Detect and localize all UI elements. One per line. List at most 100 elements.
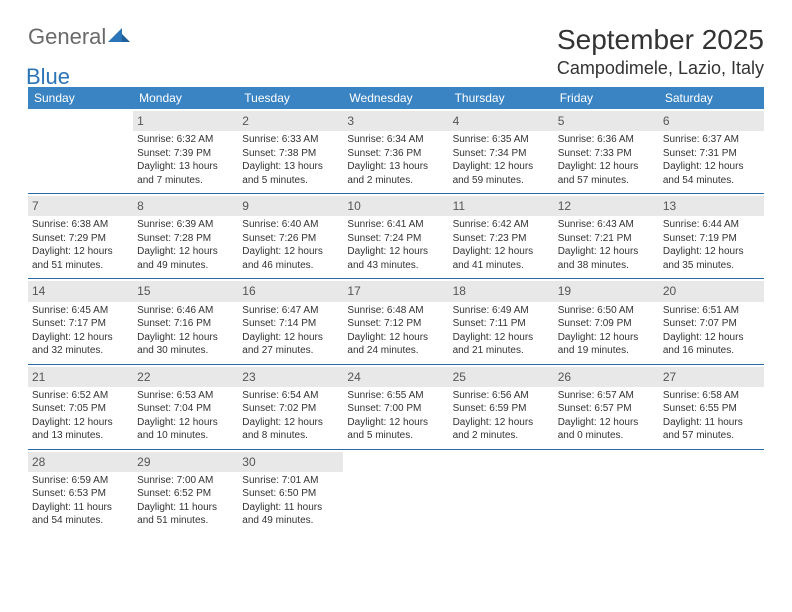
- calendar-day-cell: 11Sunrise: 6:42 AMSunset: 7:23 PMDayligh…: [449, 194, 554, 279]
- day-number: 18: [449, 281, 554, 301]
- sunset-line: Sunset: 6:52 PM: [137, 487, 234, 501]
- daylight-line: Daylight: 12 hours and 41 minutes.: [453, 245, 550, 272]
- sunset-line: Sunset: 7:00 PM: [347, 402, 444, 416]
- calendar-day-cell: 27Sunrise: 6:58 AMSunset: 6:55 PMDayligh…: [659, 364, 764, 449]
- title-block: September 2025 Campodimele, Lazio, Italy: [557, 24, 764, 79]
- calendar-day-cell: 7Sunrise: 6:38 AMSunset: 7:29 PMDaylight…: [28, 194, 133, 279]
- sunrise-line: Sunrise: 6:40 AM: [242, 218, 339, 232]
- day-number: 16: [238, 281, 343, 301]
- sunset-line: Sunset: 6:50 PM: [242, 487, 339, 501]
- sunrise-line: Sunrise: 6:36 AM: [558, 133, 655, 147]
- sunrise-line: Sunrise: 6:44 AM: [663, 218, 760, 232]
- sunrise-line: Sunrise: 6:52 AM: [32, 389, 129, 403]
- sunset-line: Sunset: 7:09 PM: [558, 317, 655, 331]
- sunset-line: Sunset: 7:36 PM: [347, 147, 444, 161]
- day-number: 3: [343, 111, 448, 131]
- sunset-line: Sunset: 6:57 PM: [558, 402, 655, 416]
- calendar-day-cell: 3Sunrise: 6:34 AMSunset: 7:36 PMDaylight…: [343, 109, 448, 194]
- sunset-line: Sunset: 7:21 PM: [558, 232, 655, 246]
- daylight-line: Daylight: 12 hours and 5 minutes.: [347, 416, 444, 443]
- weekday-sat: Saturday: [659, 87, 764, 109]
- calendar-day-cell: 28Sunrise: 6:59 AMSunset: 6:53 PMDayligh…: [28, 449, 133, 534]
- location-label: Campodimele, Lazio, Italy: [557, 58, 764, 79]
- header: General Blue September 2025 Campodimele,…: [28, 24, 764, 79]
- sunset-line: Sunset: 7:31 PM: [663, 147, 760, 161]
- sunrise-line: Sunrise: 7:00 AM: [137, 474, 234, 488]
- day-number: 8: [133, 196, 238, 216]
- calendar-day-cell: 29Sunrise: 7:00 AMSunset: 6:52 PMDayligh…: [133, 449, 238, 534]
- calendar-day-cell: .: [554, 449, 659, 534]
- sunset-line: Sunset: 7:24 PM: [347, 232, 444, 246]
- sunrise-line: Sunrise: 6:41 AM: [347, 218, 444, 232]
- day-number: 11: [449, 196, 554, 216]
- calendar-day-cell: 15Sunrise: 6:46 AMSunset: 7:16 PMDayligh…: [133, 279, 238, 364]
- weekday-thu: Thursday: [449, 87, 554, 109]
- sunrise-line: Sunrise: 6:54 AM: [242, 389, 339, 403]
- calendar-day-cell: 4Sunrise: 6:35 AMSunset: 7:34 PMDaylight…: [449, 109, 554, 194]
- calendar-day-cell: 5Sunrise: 6:36 AMSunset: 7:33 PMDaylight…: [554, 109, 659, 194]
- calendar-week-row: 7Sunrise: 6:38 AMSunset: 7:29 PMDaylight…: [28, 194, 764, 279]
- day-number: 22: [133, 367, 238, 387]
- weekday-tue: Tuesday: [238, 87, 343, 109]
- sunset-line: Sunset: 7:23 PM: [453, 232, 550, 246]
- day-number: 25: [449, 367, 554, 387]
- sunrise-line: Sunrise: 6:55 AM: [347, 389, 444, 403]
- daylight-line: Daylight: 12 hours and 59 minutes.: [453, 160, 550, 187]
- daylight-line: Daylight: 13 hours and 7 minutes.: [137, 160, 234, 187]
- daylight-line: Daylight: 12 hours and 30 minutes.: [137, 331, 234, 358]
- daylight-line: Daylight: 11 hours and 49 minutes.: [242, 501, 339, 528]
- day-number: 5: [554, 111, 659, 131]
- calendar-day-cell: 17Sunrise: 6:48 AMSunset: 7:12 PMDayligh…: [343, 279, 448, 364]
- month-title: September 2025: [557, 24, 764, 56]
- calendar-day-cell: .: [343, 449, 448, 534]
- daylight-line: Daylight: 13 hours and 5 minutes.: [242, 160, 339, 187]
- calendar-day-cell: 19Sunrise: 6:50 AMSunset: 7:09 PMDayligh…: [554, 279, 659, 364]
- sunset-line: Sunset: 7:33 PM: [558, 147, 655, 161]
- daylight-line: Daylight: 12 hours and 2 minutes.: [453, 416, 550, 443]
- weekday-header-row: Sunday Monday Tuesday Wednesday Thursday…: [28, 87, 764, 109]
- calendar-day-cell: 9Sunrise: 6:40 AMSunset: 7:26 PMDaylight…: [238, 194, 343, 279]
- day-number: 28: [28, 452, 133, 472]
- daylight-line: Daylight: 12 hours and 13 minutes.: [32, 416, 129, 443]
- calendar-week-row: 14Sunrise: 6:45 AMSunset: 7:17 PMDayligh…: [28, 279, 764, 364]
- day-number: 13: [659, 196, 764, 216]
- sunrise-line: Sunrise: 6:48 AM: [347, 304, 444, 318]
- day-number: 29: [133, 452, 238, 472]
- calendar-day-cell: 21Sunrise: 6:52 AMSunset: 7:05 PMDayligh…: [28, 364, 133, 449]
- sunrise-line: Sunrise: 6:33 AM: [242, 133, 339, 147]
- sunrise-line: Sunrise: 6:57 AM: [558, 389, 655, 403]
- daylight-line: Daylight: 12 hours and 49 minutes.: [137, 245, 234, 272]
- sunrise-line: Sunrise: 6:35 AM: [453, 133, 550, 147]
- sunset-line: Sunset: 6:59 PM: [453, 402, 550, 416]
- daylight-line: Daylight: 11 hours and 54 minutes.: [32, 501, 129, 528]
- daylight-line: Daylight: 12 hours and 24 minutes.: [347, 331, 444, 358]
- sunrise-line: Sunrise: 6:39 AM: [137, 218, 234, 232]
- sunrise-line: Sunrise: 6:59 AM: [32, 474, 129, 488]
- daylight-line: Daylight: 13 hours and 2 minutes.: [347, 160, 444, 187]
- calendar-day-cell: 13Sunrise: 6:44 AMSunset: 7:19 PMDayligh…: [659, 194, 764, 279]
- day-number: 27: [659, 367, 764, 387]
- day-number: 1: [133, 111, 238, 131]
- calendar-day-cell: 2Sunrise: 6:33 AMSunset: 7:38 PMDaylight…: [238, 109, 343, 194]
- day-number: 20: [659, 281, 764, 301]
- daylight-line: Daylight: 12 hours and 51 minutes.: [32, 245, 129, 272]
- sunset-line: Sunset: 7:07 PM: [663, 317, 760, 331]
- calendar-day-cell: 24Sunrise: 6:55 AMSunset: 7:00 PMDayligh…: [343, 364, 448, 449]
- calendar-day-cell: 8Sunrise: 6:39 AMSunset: 7:28 PMDaylight…: [133, 194, 238, 279]
- sunrise-line: Sunrise: 6:47 AM: [242, 304, 339, 318]
- daylight-line: Daylight: 12 hours and 32 minutes.: [32, 331, 129, 358]
- calendar-day-cell: 1Sunrise: 6:32 AMSunset: 7:39 PMDaylight…: [133, 109, 238, 194]
- daylight-line: Daylight: 12 hours and 19 minutes.: [558, 331, 655, 358]
- sunset-line: Sunset: 7:19 PM: [663, 232, 760, 246]
- calendar-day-cell: .: [659, 449, 764, 534]
- logo-text-blue: Blue: [26, 64, 70, 89]
- daylight-line: Daylight: 12 hours and 27 minutes.: [242, 331, 339, 358]
- day-number: 4: [449, 111, 554, 131]
- day-number: 10: [343, 196, 448, 216]
- daylight-line: Daylight: 12 hours and 0 minutes.: [558, 416, 655, 443]
- daylight-line: Daylight: 11 hours and 57 minutes.: [663, 416, 760, 443]
- day-number: 26: [554, 367, 659, 387]
- sunrise-line: Sunrise: 6:49 AM: [453, 304, 550, 318]
- calendar-day-cell: 16Sunrise: 6:47 AMSunset: 7:14 PMDayligh…: [238, 279, 343, 364]
- sunset-line: Sunset: 6:55 PM: [663, 402, 760, 416]
